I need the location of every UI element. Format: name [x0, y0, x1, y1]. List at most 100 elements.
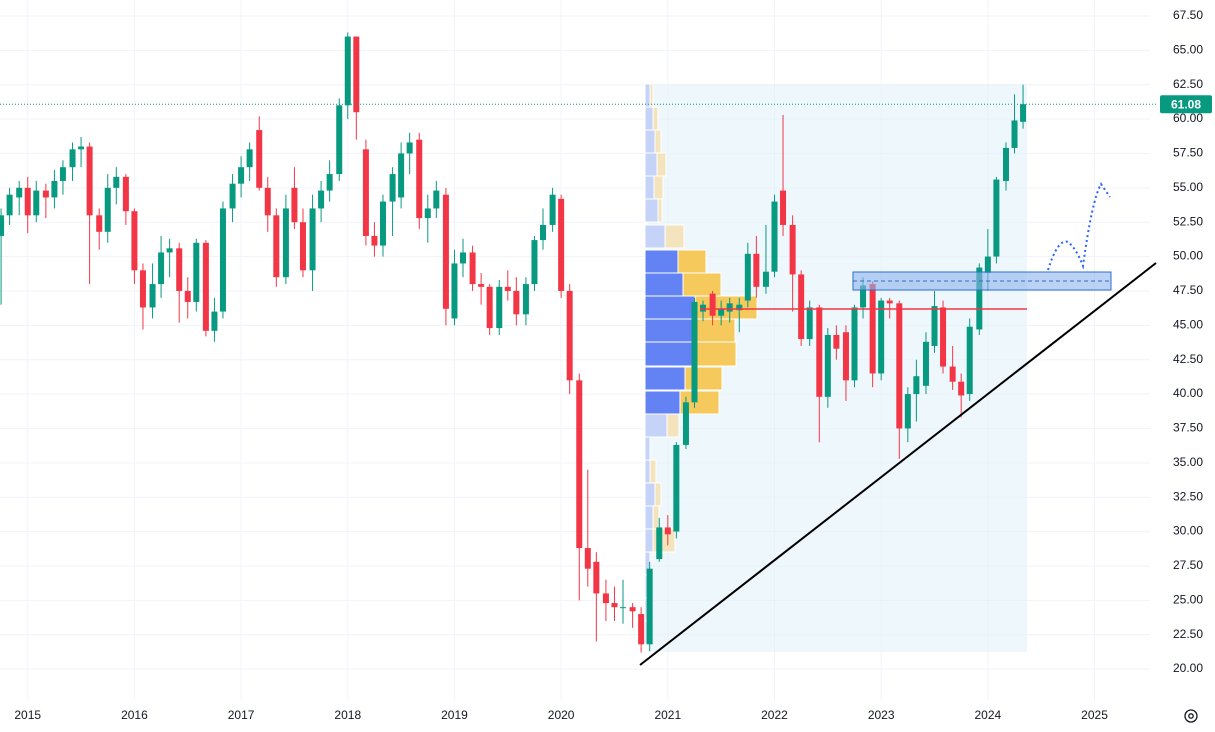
candle-body	[264, 187, 271, 216]
candle-body	[424, 208, 431, 219]
candle-body	[736, 304, 743, 311]
candle-body	[238, 167, 245, 184]
candle-body	[886, 300, 893, 304]
y-tick-label: 45.00	[1173, 317, 1203, 331]
candle-body	[726, 303, 733, 312]
candle-body	[16, 187, 23, 198]
x-tick-label: 2022	[761, 708, 788, 722]
candle-body	[1020, 104, 1027, 122]
x-tick-label: 2017	[228, 708, 255, 722]
candle-body	[789, 224, 796, 275]
candle-body	[291, 187, 298, 223]
candle-body	[753, 253, 760, 287]
y-tick-label: 37.50	[1173, 421, 1203, 435]
y-tick-label: 25.00	[1173, 592, 1203, 606]
last-price-badge	[1160, 95, 1212, 114]
candle-body	[336, 105, 343, 175]
candle-body	[584, 548, 591, 569]
candle-body	[816, 307, 823, 397]
candle-body	[860, 285, 867, 308]
candle-body	[139, 270, 146, 308]
trendline	[639, 262, 1157, 666]
candle-body	[611, 603, 618, 608]
candle-body	[602, 593, 609, 604]
candle-body	[940, 307, 947, 367]
candle-body	[833, 334, 840, 349]
candle-body	[869, 284, 876, 374]
candle-body	[362, 149, 369, 236]
y-tick-label: 52.50	[1173, 214, 1203, 228]
y-tick-label: 47.50	[1173, 283, 1203, 297]
candle-body	[184, 290, 191, 302]
candle-body	[558, 198, 565, 291]
candle-body	[176, 248, 183, 291]
y-tick-label: 50.00	[1173, 249, 1203, 263]
y-tick-label: 35.00	[1173, 455, 1203, 469]
settings-gear[interactable]	[1184, 709, 1198, 723]
candle-body	[496, 286, 503, 329]
candle-body	[371, 235, 378, 246]
last-price-label: 61.08	[1171, 97, 1201, 111]
candle-body	[1002, 147, 1009, 181]
candle-body	[246, 149, 253, 168]
candle-body	[771, 201, 778, 272]
candle-body	[620, 607, 627, 609]
candle-body	[131, 211, 138, 271]
candle-body	[478, 284, 485, 287]
candle-body	[51, 180, 58, 198]
candle-body	[744, 253, 751, 301]
candle-body	[33, 190, 40, 216]
x-tick-label: 2019	[441, 708, 468, 722]
candle-body	[913, 376, 920, 395]
settings-gear-core[interactable]	[1188, 713, 1194, 719]
axes: 20.00 22.50 25.00 27.50 30.00 32.50 35.00 37.50…	[0, 8, 1212, 722]
y-tick-label: 62.50	[1173, 77, 1203, 91]
candle-body	[638, 614, 645, 645]
candle-body	[78, 146, 85, 150]
candle-body	[149, 284, 156, 308]
candle-body	[664, 527, 671, 535]
candle-body	[256, 130, 263, 188]
candle-body	[922, 341, 929, 386]
x-tick-label: 2021	[654, 708, 681, 722]
x-tick-label: 2025	[1081, 708, 1108, 722]
candle-body	[682, 402, 689, 445]
candle-body	[958, 381, 965, 396]
y-tick-label: 27.50	[1173, 558, 1203, 572]
x-tick-label: 2015	[14, 708, 41, 722]
candle-body	[379, 201, 386, 246]
candle-body	[931, 306, 938, 346]
candle-body	[459, 252, 466, 264]
candle-body	[513, 290, 520, 315]
x-tick-label: 2020	[548, 708, 575, 722]
x-tick-label: 2023	[868, 708, 895, 722]
candle-body	[158, 252, 165, 285]
candle-body	[469, 252, 476, 285]
candle-body	[442, 194, 449, 309]
candle-body	[229, 183, 236, 209]
candle-body	[629, 607, 636, 612]
y-tick-label: 40.00	[1173, 386, 1203, 400]
candle-body	[211, 311, 218, 331]
candle-body	[166, 248, 173, 253]
candle-body	[398, 153, 405, 198]
candle-body	[700, 304, 707, 312]
candle-body	[104, 187, 111, 232]
candle-body	[299, 222, 306, 271]
candle-body	[709, 293, 716, 316]
candle-body	[842, 332, 849, 381]
candle-body	[69, 149, 76, 168]
candle-body	[309, 208, 316, 271]
candle-body	[966, 326, 973, 395]
candle-body	[780, 190, 787, 225]
candle-body	[86, 146, 93, 216]
candle-body	[984, 256, 991, 274]
projection-path	[1047, 182, 1111, 271]
y-tick-label: 32.50	[1173, 489, 1203, 503]
candle-body	[806, 307, 813, 340]
candle-body	[718, 308, 725, 316]
candle-body	[318, 190, 325, 209]
candle-body	[762, 271, 769, 287]
settings-icon[interactable]	[1184, 709, 1198, 723]
